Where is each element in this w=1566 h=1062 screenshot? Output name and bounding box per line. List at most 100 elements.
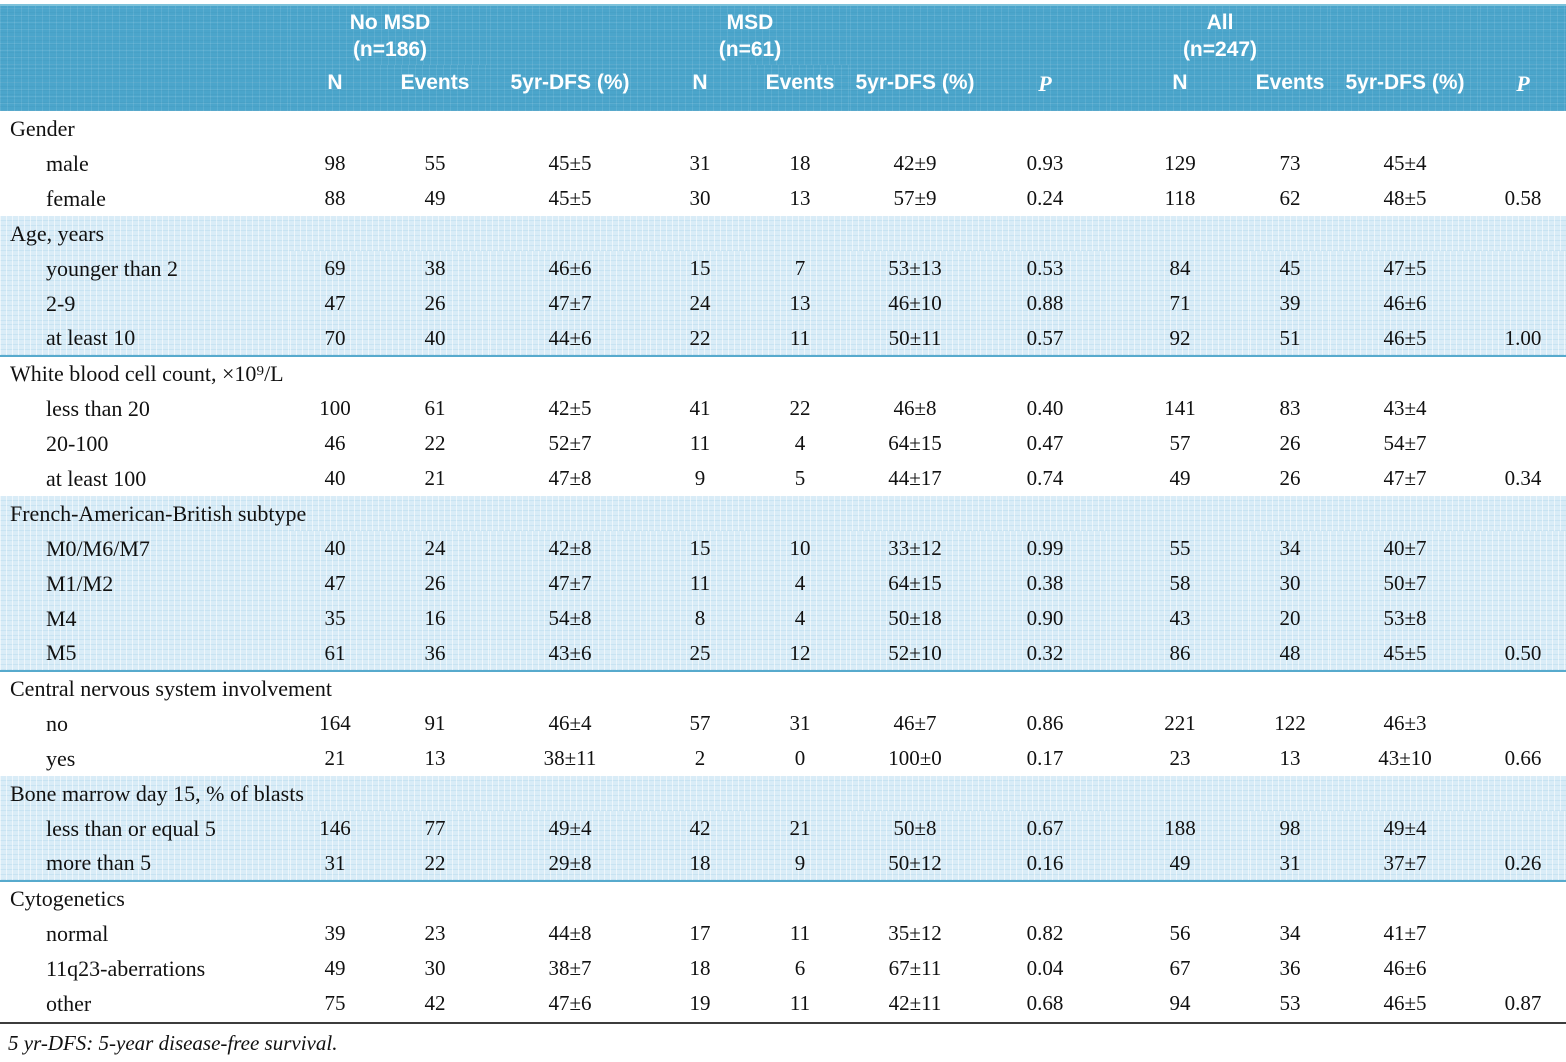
value-cell: 61 — [290, 636, 380, 672]
value-cell: 46±4 — [548, 711, 592, 735]
value-cell: 47±8 — [548, 466, 592, 490]
header-spacer — [850, 4, 980, 65]
value-cell: 42 — [650, 811, 750, 846]
col-header-n: N — [650, 65, 750, 111]
value-cell: 23 — [424, 921, 446, 945]
value-cell: 0.74 — [1026, 466, 1064, 490]
value-cell: 98 — [324, 151, 346, 175]
value-cell — [1480, 286, 1566, 321]
section-title-row: Central nervous system involvement — [0, 671, 1566, 706]
value-cell: 146 — [290, 811, 380, 846]
table-footnote: 5 yr-DFS: 5-year disease-free survival. — [0, 1022, 1566, 1056]
value-cell: 52±7 — [548, 431, 592, 455]
group-header-all: All (n=247) — [1110, 4, 1330, 65]
value-cell: 69 — [290, 251, 380, 286]
value-cell: 100±0 — [888, 746, 942, 770]
value-cell: 0.24 — [1026, 186, 1064, 210]
value-cell: 20 — [1250, 601, 1330, 636]
group-name: All — [1206, 10, 1234, 34]
value-cell: 8 — [650, 601, 750, 636]
value-cell: 5 — [794, 466, 806, 490]
row-label: less than or equal 5 — [0, 811, 290, 846]
value-cell: 0.34 — [1504, 466, 1542, 490]
value-cell: 24 — [380, 531, 490, 566]
value-cell: 13 — [750, 286, 850, 321]
value-cell: 35 — [290, 601, 380, 636]
table-row: 20-100 46 22 52±7 11 4 64±15 0.47 57 26 54±7 — [0, 426, 1566, 461]
row-label: M0/M6/M7 — [0, 531, 290, 566]
table-row: female 88 49 45±5 30 13 57±9 0.24 118 62 48±5 0.58 — [0, 181, 1566, 216]
value-cell: 22 — [650, 321, 750, 357]
value-cell — [1480, 566, 1566, 601]
table-row: M4 35 16 54±8 8 4 50±18 0.90 43 20 53±8 — [0, 601, 1566, 636]
value-cell: 45±5 — [1330, 636, 1480, 672]
value-cell — [1480, 951, 1566, 986]
value-cell: 67±11 — [888, 956, 942, 980]
section-title: Age, years — [0, 216, 1566, 251]
value-cell: 43±4 — [1383, 396, 1427, 420]
value-cell: 46±8 — [893, 396, 937, 420]
value-cell: 100 — [319, 396, 351, 420]
value-cell: 47 — [290, 566, 380, 601]
value-cell: 64±15 — [850, 566, 980, 601]
value-cell: 11 — [789, 921, 811, 945]
value-cell: 26 — [1279, 466, 1301, 490]
section-title: Bone marrow day 15, % of blasts — [0, 776, 1566, 811]
row-label: 2-9 — [0, 286, 290, 321]
value-cell: 39 — [324, 921, 346, 945]
value-cell: 0.99 — [980, 531, 1110, 566]
group-name: MSD — [726, 10, 774, 34]
value-cell: 31 — [290, 846, 380, 882]
value-cell: 0.53 — [980, 251, 1110, 286]
value-cell: 26 — [1279, 431, 1301, 455]
value-cell: 0 — [794, 746, 806, 770]
value-cell: 92 — [1110, 321, 1250, 357]
value-cell: 49 — [424, 186, 446, 210]
value-cell: 47±6 — [548, 991, 592, 1015]
value-cell: 12 — [750, 636, 850, 672]
value-cell: 4 — [750, 566, 850, 601]
row-label: more than 5 — [0, 846, 290, 882]
value-cell: 15 — [650, 531, 750, 566]
value-cell: 22 — [380, 846, 490, 882]
value-cell: 40 — [290, 531, 380, 566]
value-cell: 35±12 — [888, 921, 942, 945]
value-cell: 49 — [1110, 846, 1250, 882]
value-cell: 30 — [424, 956, 446, 980]
table-row: M5 61 36 43±6 25 12 52±10 0.32 86 48 45±5 0.50 — [0, 636, 1566, 672]
table-row: 2-9 47 26 47±7 24 13 46±10 0.88 71 39 46±6 — [0, 286, 1566, 321]
value-cell: 16 — [380, 601, 490, 636]
value-cell: 77 — [380, 811, 490, 846]
value-cell: 0.40 — [1026, 396, 1064, 420]
table-header: No MSD (n=186) MSD (n=61) All (n=247) — [0, 4, 1566, 111]
value-cell: 83 — [1279, 396, 1301, 420]
value-cell: 94 — [1169, 991, 1191, 1015]
table-row: less than or equal 5 146 77 49±4 42 21 50±8 0.6… — [0, 811, 1566, 846]
value-cell: 188 — [1110, 811, 1250, 846]
group-header-msd: MSD (n=61) — [650, 4, 850, 65]
group-name: No MSD — [349, 10, 431, 34]
section-title: Central nervous system involvement — [10, 676, 332, 701]
value-cell: 40 — [324, 466, 346, 490]
value-cell: 62 — [1279, 186, 1301, 210]
col-header-p: P — [1480, 65, 1566, 111]
value-cell: 21 — [424, 466, 446, 490]
value-cell: 22 — [424, 431, 446, 455]
row-label: male — [46, 150, 89, 176]
value-cell: 6 — [794, 956, 806, 980]
value-cell: 46±6 — [490, 251, 650, 286]
value-cell: 21 — [324, 746, 346, 770]
value-cell: 30 — [1250, 566, 1330, 601]
value-cell — [1480, 916, 1566, 951]
table-row: younger than 2 69 38 46±6 15 7 53±13 0.53 84 45 47… — [0, 251, 1566, 286]
value-cell: 73 — [1279, 151, 1301, 175]
disease-free-survival-table: No MSD (n=186) MSD (n=61) All (n=247) — [0, 4, 1566, 1021]
value-cell: 57±9 — [893, 186, 937, 210]
value-cell: 46±5 — [1383, 991, 1427, 1015]
value-cell: 41±7 — [1383, 921, 1427, 945]
row-label: younger than 2 — [0, 251, 290, 286]
value-cell: 4 — [794, 431, 806, 455]
value-cell: 37±7 — [1330, 846, 1480, 882]
col-header-p: P — [980, 65, 1110, 111]
